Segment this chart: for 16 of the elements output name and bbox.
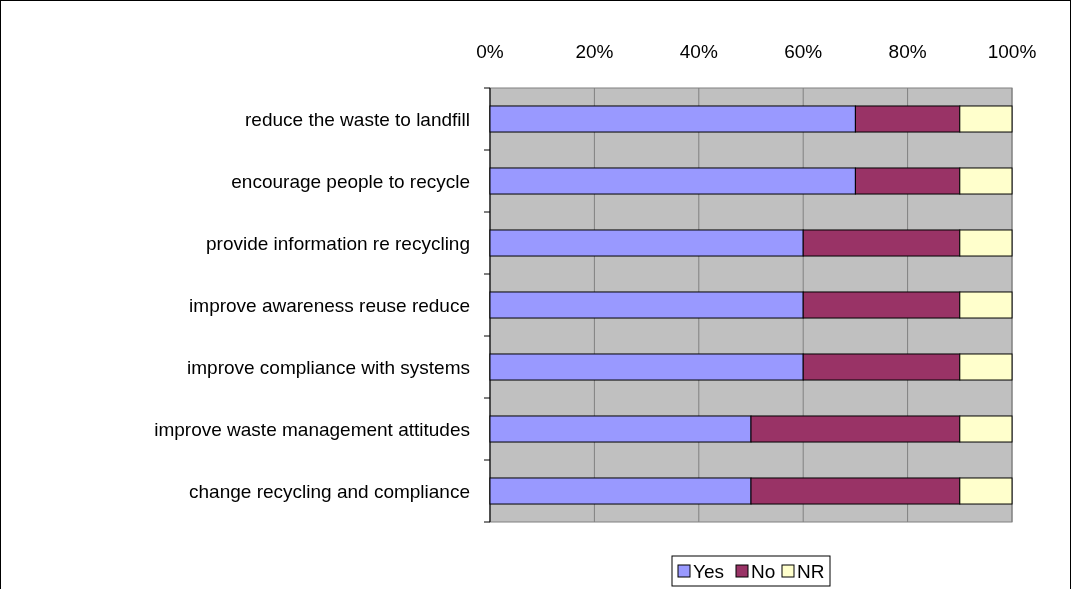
x-tick-label: 0% xyxy=(476,41,504,62)
y-tick-label: provide information re recycling xyxy=(205,233,470,254)
y-tick-label: improve awareness reuse reduce xyxy=(189,295,470,316)
x-tick-label: 60% xyxy=(784,41,823,62)
x-tick-label: 20% xyxy=(575,41,614,62)
x-tick-label: 100% xyxy=(987,41,1037,62)
legend-label: No xyxy=(751,561,776,582)
legend-label: NR xyxy=(797,561,825,582)
x-tick-label: 80% xyxy=(888,41,927,62)
y-tick-label: encourage people to recycle xyxy=(231,171,470,192)
x-tick-label: 40% xyxy=(679,41,718,62)
y-tick-label: reduce the waste to landfill xyxy=(245,109,470,130)
legend-label: Yes xyxy=(693,561,724,582)
y-tick-label: improve compliance with systems xyxy=(187,357,470,378)
y-tick-label: change recycling and compliance xyxy=(189,481,470,502)
y-tick-label: improve waste management attitudes xyxy=(154,419,470,440)
